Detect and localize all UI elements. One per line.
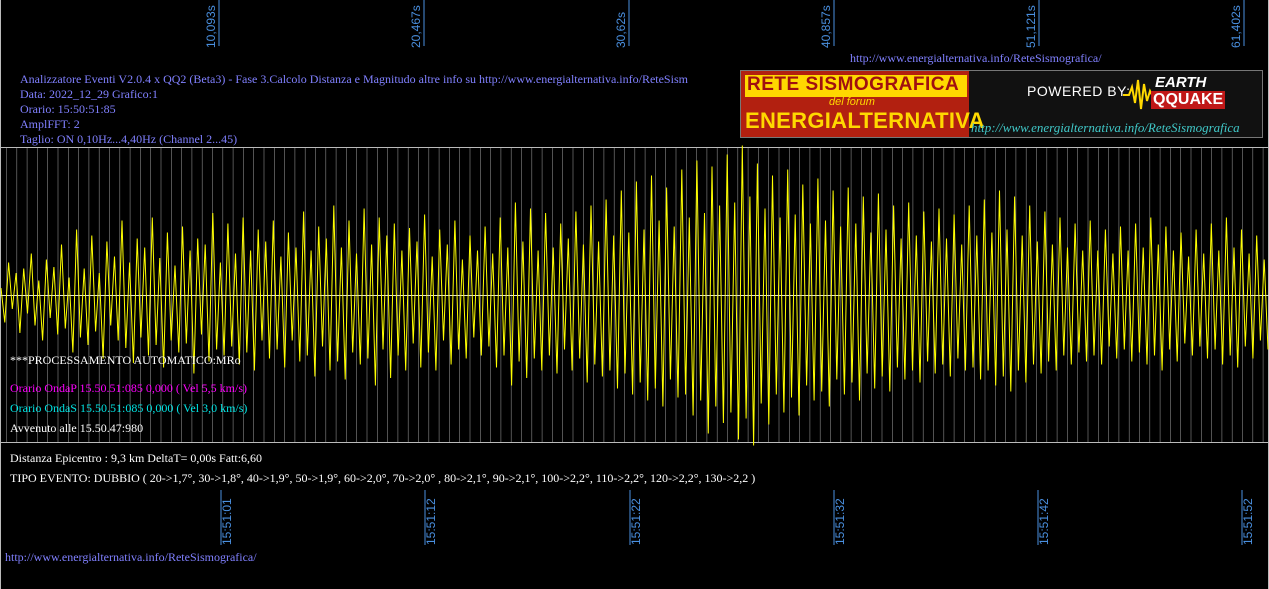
logo-powered-by-text: POWERED BY: (1027, 83, 1131, 99)
logo-qquake-text: QQUAKE (1151, 91, 1226, 109)
bottom-tick-label: 15:51:32 (833, 498, 847, 545)
bottom-tick-label: 15:51:12 (424, 498, 438, 545)
logo-earth-text: EARTH (1155, 74, 1207, 91)
processing-status: ***PROCESSAMENTO AUTOMATICO:MRo (10, 353, 241, 367)
top-tick-label: 61,402s (1229, 5, 1243, 48)
event-time: Avvenuto alle 15.50.47:980 (10, 421, 144, 435)
logo-del-forum-text: del forum (829, 96, 875, 108)
logo-rete-text: RETE SISMOGRAFICA (747, 74, 960, 95)
logo-url-text[interactable]: http://www.energialternativa.info/ReteSi… (971, 120, 1240, 135)
top-tick-label: 30,62s (614, 12, 628, 48)
header-line-filter: Taglio: ON 0,10Hz...4,40Hz (Channel 2...… (20, 132, 238, 146)
rete-sismografica-logo: RETE SISMOGRAFICA del forum ENERGIALTERN… (740, 70, 1263, 138)
bottom-tick-label: 15:51:22 (629, 498, 643, 545)
top-tick-label: 20,467s (409, 5, 423, 48)
bottom-tick-label: 15:51:42 (1037, 498, 1051, 545)
bottom-tick-label: 15:51:01 (220, 498, 234, 545)
top-tick-label: 40,857s (819, 5, 833, 48)
header-line-date: Data: 2022_12_29 Grafico:1 (20, 87, 158, 101)
header-line-time: Orario: 15:50:51:85 (20, 102, 116, 116)
onda-s-time: Orario OndaS 15.50.51:085 0,000 ( Vel 3,… (10, 401, 248, 415)
bottom-tick-label: 15:51:52 (1241, 498, 1255, 545)
logo-energialternativa-text: ENERGIALTERNATIVA (745, 108, 985, 133)
top-tick-label: 10,093s (204, 5, 218, 48)
onda-p-time: Orario OndaP 15.50.51:085 0,000 ( Vel 5,… (10, 381, 247, 395)
top-url[interactable]: http://www.energialternativa.info/ReteSi… (850, 51, 1102, 65)
epicenter-distance: Distanza Epicentro : 9,3 km DeltaT= 0,00… (10, 451, 263, 465)
bottom-url[interactable]: http://www.energialternativa.info/ReteSi… (5, 550, 257, 564)
logo-yellow-bar (745, 75, 967, 97)
bottom-axis-ticks: 15:51:01 15:51:12 15:51:22 15:51:32 15:51:42… (220, 490, 1255, 545)
event-type: TIPO EVENTO: DUBBIO ( 20->1,7°, 30->1,8°… (10, 471, 756, 485)
header-line-title: Analizzatore Eventi V2.0.4 x QQ2 (Beta3)… (20, 72, 688, 86)
seismic-trace (0, 145, 1269, 446)
header-line-amplfft: AmplFFT: 2 (20, 117, 80, 131)
top-axis-ticks: 10,093s 20,467s 30,62s 40,857s 51,121s 61,402… (204, 0, 1245, 48)
top-tick-label: 51,121s (1024, 5, 1038, 48)
